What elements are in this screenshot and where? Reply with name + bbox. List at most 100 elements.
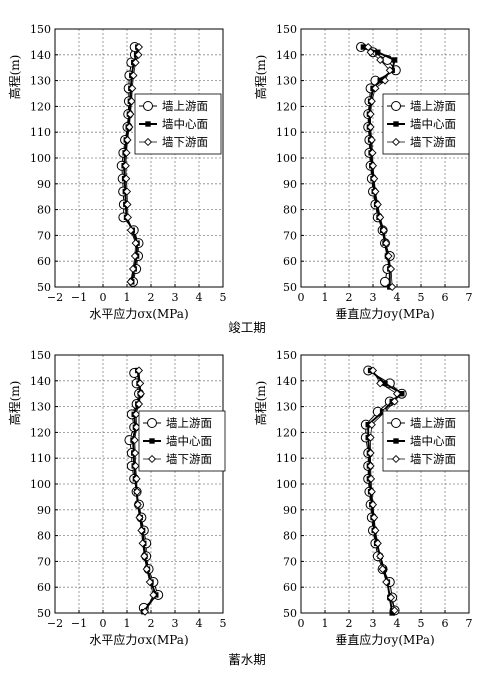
x-tick-label: −2 xyxy=(47,291,63,304)
y-tick-label: 120 xyxy=(30,426,51,439)
data-point xyxy=(131,449,140,458)
data-point xyxy=(376,552,385,561)
y-tick-label: 70 xyxy=(283,229,297,242)
y-tick-label: 50 xyxy=(37,281,51,294)
chart-panel-4: 0 1 2 3 4 5 6 7 50 60 70 80 90 100 110 120 130 140 150 垂直应力… xyxy=(253,349,473,647)
y-tick-label: 100 xyxy=(276,152,297,165)
x-tick-label: 1 xyxy=(322,617,329,630)
x-axis-label: 垂直应力σy(MPa) xyxy=(335,632,434,647)
data-point xyxy=(136,379,145,388)
legend-label: 墙中心面 xyxy=(410,434,456,448)
legend-marker xyxy=(391,137,401,147)
data-point xyxy=(382,578,391,587)
data-point xyxy=(133,500,142,509)
x-tick-label: 5 xyxy=(220,291,227,304)
data-point xyxy=(133,487,142,496)
data-point xyxy=(386,264,396,273)
data-point xyxy=(368,366,378,375)
x-tick-label: −1 xyxy=(71,617,87,630)
data-point xyxy=(385,66,394,75)
y-axis-label: 高程(m) xyxy=(253,381,268,426)
data-point xyxy=(392,389,402,398)
legend-marker xyxy=(147,418,157,428)
data-point xyxy=(367,420,376,429)
data-point xyxy=(384,252,393,261)
legend-label: 墙中心面 xyxy=(166,434,212,448)
x-tick-label: 4 xyxy=(196,291,203,304)
data-point xyxy=(123,135,132,144)
legend-marker xyxy=(147,454,157,464)
y-tick-label: 60 xyxy=(283,255,297,268)
x-tick-label: 2 xyxy=(148,291,155,304)
data-point xyxy=(130,252,139,261)
data-point xyxy=(122,187,132,196)
x-tick-label: 3 xyxy=(172,291,179,304)
y-tick-label: 150 xyxy=(30,23,51,36)
y-tick-label: 60 xyxy=(37,255,51,268)
legend-label: 墙上游面 xyxy=(166,416,212,430)
y-tick-label: 150 xyxy=(276,349,297,362)
y-tick-label: 50 xyxy=(283,607,297,620)
legend-label: 墙中心面 xyxy=(162,117,208,131)
x-tick-label: 6 xyxy=(442,291,449,304)
x-tick-label: 5 xyxy=(220,617,227,630)
y-tick-label: 130 xyxy=(276,75,297,88)
y-tick-label: 50 xyxy=(37,607,51,620)
data-point xyxy=(131,58,140,67)
x-tick-label: 4 xyxy=(394,291,401,304)
x-tick-label: 1 xyxy=(124,617,131,630)
legend-label: 墙下游面 xyxy=(410,135,456,149)
x-tick-label: −2 xyxy=(47,617,63,630)
data-point xyxy=(134,50,143,59)
y-tick-label: 130 xyxy=(30,401,51,414)
x-tick-label: 5 xyxy=(418,617,425,630)
y-tick-label: 90 xyxy=(283,504,297,517)
data-point xyxy=(371,84,380,93)
chart-panel-3: −2 −1 0 1 2 3 4 5 50 60 70 80 90 100 110 120 130 140 150 水平… xyxy=(7,349,227,647)
legend-label: 墙下游面 xyxy=(410,452,456,466)
y-tick-label: 110 xyxy=(30,452,51,465)
data-point xyxy=(367,474,376,483)
x-axis-label: 垂直应力σy(MPa) xyxy=(335,306,434,321)
data-point xyxy=(366,449,375,458)
y-tick-label: 110 xyxy=(30,126,51,139)
data-point xyxy=(149,590,158,599)
legend-marker xyxy=(149,438,155,444)
y-tick-label: 110 xyxy=(276,126,297,139)
data-point xyxy=(140,552,149,561)
y-tick-label: 60 xyxy=(283,581,297,594)
data-point xyxy=(376,379,385,388)
x-tick-label: 0 xyxy=(298,617,305,630)
data-point xyxy=(366,461,375,470)
data-point xyxy=(129,71,138,80)
data-point xyxy=(368,500,378,509)
data-point xyxy=(131,239,140,248)
y-tick-label: 70 xyxy=(37,229,51,242)
y-tick-label: 150 xyxy=(30,349,51,362)
data-point xyxy=(366,48,375,57)
y-axis-label: 高程(m) xyxy=(7,381,22,426)
data-point xyxy=(371,187,380,196)
x-tick-label: 2 xyxy=(346,617,353,630)
data-point xyxy=(390,606,399,615)
data-point xyxy=(122,148,131,157)
legend-marker xyxy=(393,121,399,127)
y-tick-label: 140 xyxy=(30,49,51,62)
data-point xyxy=(132,410,141,419)
data-point xyxy=(379,226,388,235)
data-point xyxy=(128,264,138,273)
caption-impoundment: 蓄水期 xyxy=(228,652,266,667)
data-point xyxy=(134,366,144,375)
data-point xyxy=(135,513,144,522)
legend-label: 墙上游面 xyxy=(162,99,208,113)
data-point xyxy=(376,213,385,222)
data-point xyxy=(373,200,382,209)
y-tick-label: 140 xyxy=(30,375,51,388)
y-tick-label: 130 xyxy=(276,401,297,414)
x-axis-label: 水平应力σx(MPa) xyxy=(89,306,188,321)
y-tick-label: 100 xyxy=(30,152,51,165)
x-tick-label: 1 xyxy=(322,291,329,304)
data-point xyxy=(382,239,391,248)
